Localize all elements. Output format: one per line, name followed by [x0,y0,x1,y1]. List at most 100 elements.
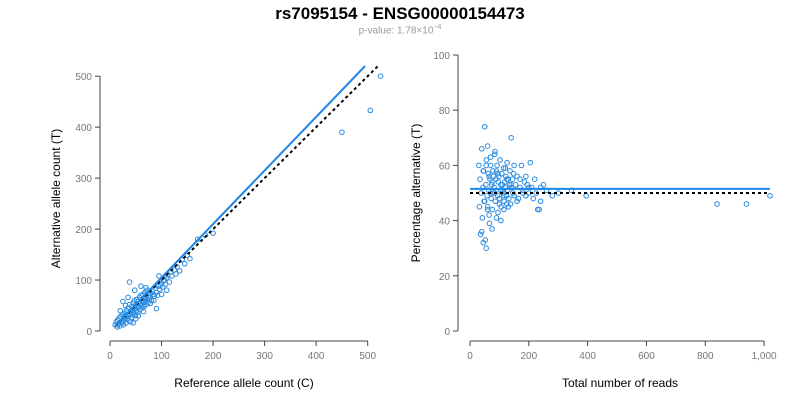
data-point [158,291,165,298]
data-point [486,212,492,218]
data-point [501,192,507,199]
data-point [504,159,510,166]
plot-panel-1: 0 100 200 300 400 500 0 100 200 300 400 500 Referenc… [49,65,384,390]
data-point [135,312,142,319]
data-point [125,294,131,301]
data-point [210,230,216,236]
data-point [484,143,491,149]
data-point [486,220,493,227]
data-point [487,154,494,160]
data-point [496,195,503,202]
data-point [510,170,517,177]
data-point [492,148,498,155]
data-point [136,303,142,310]
data-point [503,176,510,182]
data-point [511,162,517,169]
data-point [503,201,510,207]
y-tick-label: 20 [439,272,451,283]
data-point [478,146,485,152]
data-point [488,195,494,202]
data-point [181,260,188,267]
data-point [493,168,500,174]
data-point [495,209,501,216]
data-point [502,165,509,171]
data-point [743,201,750,207]
data-point [500,165,507,171]
data-point [530,195,537,202]
data-point [501,206,507,213]
data-point [496,201,503,207]
fit-line [114,65,366,327]
data-point [501,198,507,205]
data-point [497,157,503,163]
data-point [477,176,483,182]
data-point [524,181,531,188]
x-tick-label: 200 [520,351,537,362]
data-point [166,279,173,285]
data-point [506,195,512,202]
data-point [163,287,170,294]
data-point [490,173,497,180]
data-point [487,162,494,169]
data-point [490,168,496,174]
data-point [531,176,538,182]
data-point [151,297,157,304]
data-point [514,173,520,180]
data-point [478,228,485,235]
data-point [140,308,147,315]
data-point [509,176,516,182]
x-tick-label: 200 [205,351,222,362]
data-point [537,198,544,205]
data-point [481,198,488,205]
data-point [491,151,498,158]
data-point [714,201,720,207]
data-point [367,107,374,114]
data-point [483,157,490,163]
y-tick-label: 400 [75,123,92,134]
plot-panel-2: 0 200 400 600 800 1,000 0 20 40 60 80 100 Total numb… [409,51,777,390]
data-point [489,226,495,232]
data-point [767,192,773,199]
data-point [507,168,513,174]
data-point [489,179,495,185]
data-point [536,206,542,213]
data-point [515,195,522,202]
data-point [498,181,504,188]
data-point [122,302,129,309]
data-point [483,181,489,188]
chart-title: rs7095154 - ENSG00000154473 [275,4,525,23]
x-tick-label: 600 [638,351,655,362]
data-point [187,255,193,262]
data-point [147,300,153,307]
y-tick-label: 500 [75,72,92,83]
x-tick-label: 0 [107,351,113,362]
data-point [131,287,138,294]
data-point [132,315,139,322]
data-point [153,305,160,312]
data-point [117,307,124,314]
data-point [518,162,525,169]
data-point [159,284,166,290]
data-point [583,192,589,199]
data-point [476,204,483,210]
data-point [480,239,487,246]
data-point [489,206,496,213]
y-tick-label: 300 [75,174,92,185]
data-point [127,319,134,325]
data-point [476,162,482,169]
data-point [156,273,162,279]
y-tick-label: 0 [86,327,92,338]
data-point [512,181,519,188]
data-point [481,123,488,130]
data-point [143,284,149,291]
data-point [517,176,523,182]
data-point [494,162,500,169]
x-axis-title: Reference allele count (C) [174,376,313,390]
data-point [540,181,547,188]
data-point [498,217,504,224]
data-point [484,204,491,210]
data-point [483,162,489,169]
data-point [120,298,126,305]
data-point [521,179,528,185]
data-point [153,289,160,296]
